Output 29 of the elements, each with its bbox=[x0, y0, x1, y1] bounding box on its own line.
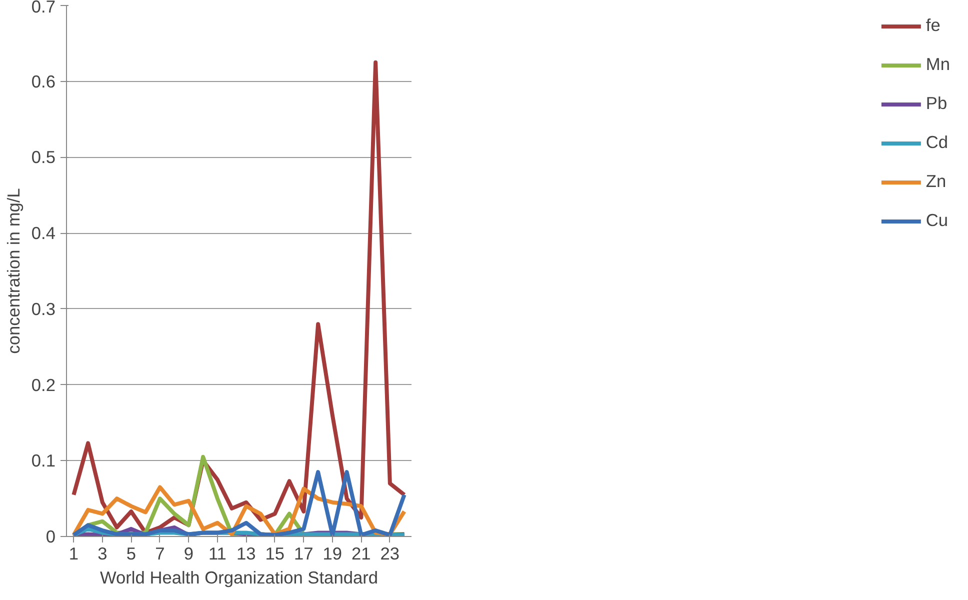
x-tick-label: 5 bbox=[126, 544, 136, 564]
y-axis-title: concentration in mg/L bbox=[3, 188, 24, 354]
x-tick-label: 17 bbox=[294, 544, 314, 564]
x-tick-label: 9 bbox=[184, 544, 194, 564]
line-series bbox=[72, 470, 406, 536]
y-tick-label: 0.7 bbox=[31, 0, 56, 16]
x-tick-label: 19 bbox=[322, 544, 342, 564]
legend-label: Cd bbox=[926, 132, 948, 153]
x-tick-label: 15 bbox=[265, 544, 285, 564]
legend-label: Zn bbox=[926, 171, 946, 192]
y-tick-label: 0.5 bbox=[31, 147, 56, 168]
y-tick-label: 0.4 bbox=[31, 223, 56, 244]
x-tick-label: 13 bbox=[236, 544, 256, 564]
y-tick-label: 0.1 bbox=[31, 450, 56, 471]
x-tick-label: 23 bbox=[380, 544, 400, 564]
y-tick-label: 0.2 bbox=[31, 374, 56, 395]
legend-label: Mn bbox=[926, 54, 950, 75]
x-tick-label: 21 bbox=[352, 544, 371, 564]
y-tick-label: 0.6 bbox=[31, 71, 56, 92]
legend-label: fe bbox=[926, 15, 942, 36]
legend-label: Cu bbox=[926, 210, 948, 231]
x-tick-label: 11 bbox=[208, 544, 226, 564]
x-tick-label: 3 bbox=[98, 544, 108, 564]
y-tick-label: 0.3 bbox=[31, 298, 56, 319]
x-tick-label: 1 bbox=[68, 544, 79, 564]
legend-label: Pb bbox=[926, 93, 948, 114]
y-tick-label: 0 bbox=[46, 526, 56, 546]
x-axis-title: World Health Organization Standard bbox=[100, 568, 378, 588]
x-tick-label: 7 bbox=[155, 544, 165, 564]
